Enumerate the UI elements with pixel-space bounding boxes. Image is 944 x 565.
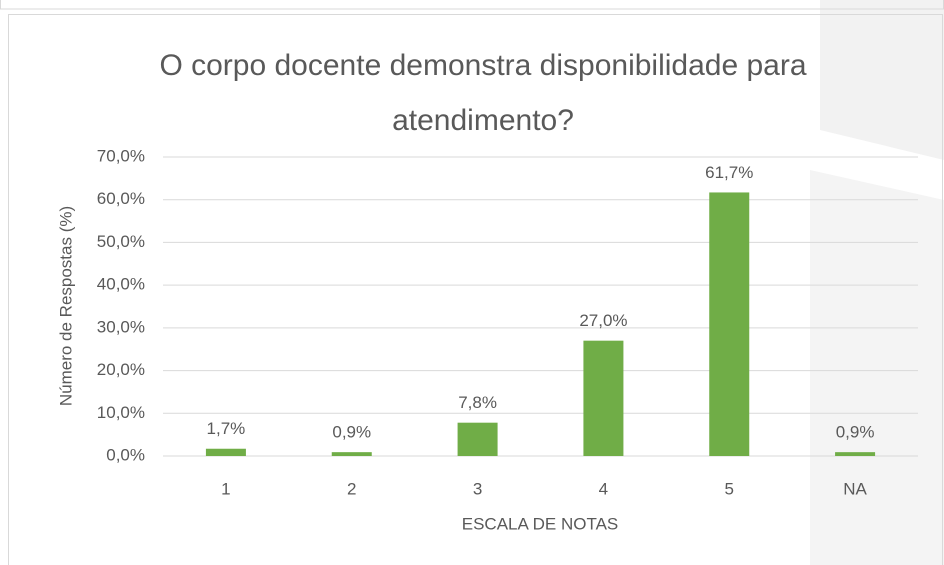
x-tick-label: 4 — [599, 479, 608, 498]
data-label: 0,9% — [836, 423, 875, 442]
x-tick-label: 1 — [221, 479, 230, 498]
chart-title: O corpo docente demonstra disponibilidad… — [159, 49, 807, 137]
x-tick-label: 3 — [473, 479, 482, 498]
data-label: 1,7% — [207, 419, 246, 438]
x-tick-label: 5 — [725, 479, 734, 498]
y-tick-label: 0,0% — [106, 445, 145, 464]
bar — [583, 340, 624, 456]
data-label: 7,8% — [458, 393, 497, 412]
y-tick-label: 20,0% — [97, 360, 145, 379]
y-axis-title: Número de Respostas (%) — [56, 206, 75, 406]
data-label: 0,9% — [332, 423, 371, 442]
y-tick-label: 70,0% — [97, 146, 145, 165]
x-axis-title: ESCALA DE NOTAS — [462, 514, 619, 533]
watermark — [820, 0, 944, 160]
bar — [457, 422, 498, 456]
x-tick-label: 2 — [347, 479, 356, 498]
bar — [709, 192, 750, 456]
data-label: 27,0% — [579, 311, 627, 330]
y-tick-label: 10,0% — [97, 403, 145, 422]
y-tick-label: 50,0% — [97, 232, 145, 251]
y-tick-label: 30,0% — [97, 317, 145, 336]
data-label: 61,7% — [705, 163, 753, 182]
bar — [205, 448, 246, 456]
bar — [835, 452, 876, 456]
y-tick-label: 60,0% — [97, 189, 145, 208]
y-tick-label: 40,0% — [97, 275, 145, 294]
watermark — [810, 170, 944, 565]
bar — [331, 452, 372, 456]
x-tick-label: NA — [843, 479, 867, 498]
chart-frame — [8, 14, 943, 565]
